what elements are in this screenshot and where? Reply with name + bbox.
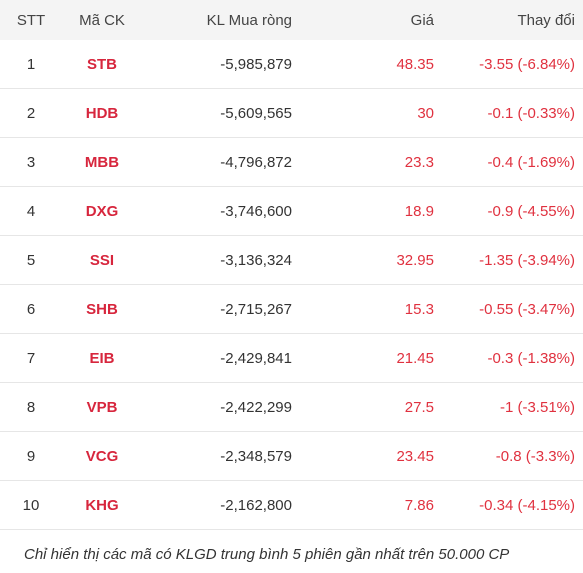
- row-net-buy: -5,609,565: [220, 104, 292, 122]
- row-price: 23.45: [396, 447, 434, 465]
- net-buy-table: STT Mã CK KL Mua ròng Giá Thay đổi 1 STB -…: [0, 0, 583, 530]
- row-net-buy: -3,136,324: [220, 251, 292, 269]
- row-net-buy: -5,985,879: [220, 55, 292, 73]
- stock-code-link[interactable]: KHG: [85, 496, 119, 514]
- table-row: 5 SSI -3,136,324 32.95 -1.35 (-3.94%): [0, 236, 583, 285]
- row-net-buy: -2,162,800: [220, 496, 292, 514]
- row-stt: 10: [22, 496, 40, 514]
- row-stt: 3: [26, 153, 36, 171]
- stock-code-link[interactable]: DXG: [85, 202, 119, 220]
- row-change: -1 (-3.51%): [499, 398, 575, 416]
- stock-code-link[interactable]: SSI: [89, 251, 115, 269]
- row-stt: 9: [26, 447, 36, 465]
- table-row: 3 MBB -4,796,872 23.3 -0.4 (-1.69%): [0, 138, 583, 187]
- row-net-buy: -2,715,267: [220, 300, 292, 318]
- table-row: 6 SHB -2,715,267 15.3 -0.55 (-3.47%): [0, 285, 583, 334]
- row-stt: 8: [26, 398, 36, 416]
- row-price: 7.86: [404, 496, 434, 514]
- row-price: 27.5: [404, 398, 434, 416]
- row-net-buy: -2,422,299: [220, 398, 292, 416]
- row-net-buy: -2,429,841: [220, 349, 292, 367]
- table-row: 1 STB -5,985,879 48.35 -3.55 (-6.84%): [0, 40, 583, 89]
- stock-code-link[interactable]: SHB: [86, 300, 118, 318]
- table-row: 2 HDB -5,609,565 30 -0.1 (-0.33%): [0, 89, 583, 138]
- row-price: 32.95: [396, 251, 434, 269]
- row-stt: 5: [26, 251, 36, 269]
- stock-code-link[interactable]: MBB: [84, 153, 120, 171]
- row-price: 23.3: [404, 153, 434, 171]
- table-row: 7 EIB -2,429,841 21.45 -0.3 (-1.38%): [0, 334, 583, 383]
- table-row: 10 KHG -2,162,800 7.86 -0.34 (-4.15%): [0, 481, 583, 530]
- row-stt: 7: [26, 349, 36, 367]
- row-net-buy: -2,348,579: [220, 447, 292, 465]
- stock-code-link[interactable]: HDB: [85, 104, 119, 122]
- row-change: -0.34 (-4.15%): [479, 496, 575, 514]
- row-price: 30: [417, 104, 434, 122]
- row-change: -0.3 (-1.38%): [487, 349, 575, 367]
- stock-code-link[interactable]: EIB: [89, 349, 115, 367]
- table-row: 4 DXG -3,746,600 18.9 -0.9 (-4.55%): [0, 187, 583, 236]
- row-change: -0.9 (-4.55%): [487, 202, 575, 220]
- stock-code-link[interactable]: STB: [87, 55, 117, 73]
- row-net-buy: -3,746,600: [220, 202, 292, 220]
- row-price: 48.35: [396, 55, 434, 73]
- footnote: Chỉ hiển thị các mã có KLGD trung bình 5…: [24, 546, 510, 563]
- row-price: 15.3: [404, 300, 434, 318]
- table-header: STT Mã CK KL Mua ròng Giá Thay đổi: [0, 0, 583, 40]
- row-stt: 6: [26, 300, 36, 318]
- row-stt: 1: [26, 55, 36, 73]
- stock-code-link[interactable]: VCG: [85, 447, 119, 465]
- row-change: -0.1 (-0.33%): [487, 104, 575, 122]
- row-change: -3.55 (-6.84%): [479, 55, 575, 73]
- row-stt: 4: [26, 202, 36, 220]
- header-price: Giá: [410, 11, 434, 29]
- row-net-buy: -4,796,872: [220, 153, 292, 171]
- row-change: -0.8 (-3.3%): [495, 447, 575, 465]
- row-price: 18.9: [404, 202, 434, 220]
- row-change: -0.55 (-3.47%): [479, 300, 575, 318]
- row-change: -0.4 (-1.69%): [487, 153, 575, 171]
- header-net-buy: KL Mua ròng: [206, 11, 292, 29]
- stock-code-link[interactable]: VPB: [86, 398, 118, 416]
- row-price: 21.45: [396, 349, 434, 367]
- header-stt: STT: [16, 11, 46, 29]
- row-stt: 2: [26, 104, 36, 122]
- table-body: 1 STB -5,985,879 48.35 -3.55 (-6.84%) 2 HDB -5,…: [0, 40, 583, 530]
- row-change: -1.35 (-3.94%): [479, 251, 575, 269]
- header-change: Thay đổi: [517, 11, 575, 29]
- table-row: 9 VCG -2,348,579 23.45 -0.8 (-3.3%): [0, 432, 583, 481]
- header-code: Mã CK: [79, 11, 125, 29]
- table-row: 8 VPB -2,422,299 27.5 -1 (-3.51%): [0, 383, 583, 432]
